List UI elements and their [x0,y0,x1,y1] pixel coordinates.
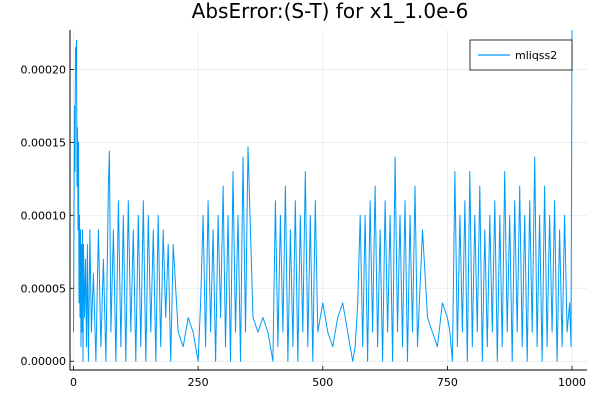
y-tick-label: 0.00015 [21,136,67,149]
y-tick-label: 0.00000 [21,355,67,368]
legend: mliqss2 [470,40,572,70]
x-tick-label: 1000 [558,376,586,389]
x-tick-label: 750 [437,376,458,389]
chart-title: AbsError:(S-T) for x1_1.0e-6 [192,0,469,23]
x-tick-label: 0 [70,376,77,389]
y-tick-label: 0.00010 [21,209,67,222]
legend-label-mliqss2: mliqss2 [515,49,557,62]
y-tick-label: 0.00005 [21,282,67,295]
x-tick-label: 250 [188,376,209,389]
x-tick-label: 500 [312,376,333,389]
y-tick-label: 0.00020 [21,63,67,76]
